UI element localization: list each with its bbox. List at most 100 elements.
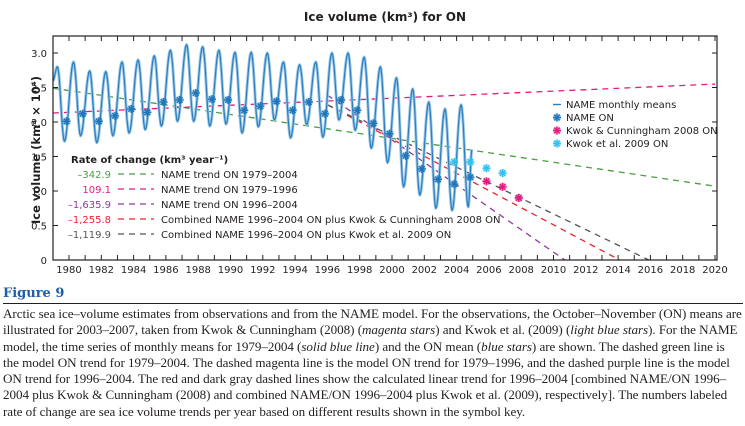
name-on-star (417, 164, 427, 174)
rate-key-entry: –1,635.9 NAME trend ON 1996–2004 (68, 200, 298, 211)
rate-label: Combined NAME 1996–2004 ON plus Kwok & C… (161, 215, 501, 226)
y-tick-label: 3.0 (31, 49, 47, 60)
figure-caption: Arctic sea ice–volume estimates from obs… (3, 306, 743, 420)
rate-value: –1,635.9 (68, 200, 111, 211)
y-tick-label: 2.5 (31, 84, 47, 95)
y-tick-label: 1.0 (31, 187, 47, 198)
plot-frame (52, 35, 718, 261)
x-tick-label: 2010 (541, 265, 566, 276)
legend-label: Kwok et al. 2009 ON (566, 139, 668, 150)
name-on-star (240, 106, 249, 115)
caption-emphasis: solid blue line (301, 338, 375, 354)
rate-value: –342.9 (77, 170, 111, 181)
name-on-star (272, 97, 281, 106)
legend-label: NAME ON (566, 113, 614, 124)
caption-emphasis: blue stars (481, 338, 532, 354)
name-on-star (401, 151, 410, 161)
chart-title: Ice volume (km³) for ON (304, 10, 466, 24)
legend-label: NAME monthly means (566, 100, 676, 111)
y-tick-label: 0 (41, 256, 47, 267)
rate-label: NAME trend ON 1979–1996 (161, 185, 298, 196)
x-tick-label: 1982 (89, 265, 114, 276)
x-tick-label: 1998 (347, 265, 372, 276)
legend-entry: Kwok et al. 2009 ON (552, 139, 668, 150)
x-tick-label: 1990 (218, 265, 243, 276)
name-on-star (143, 108, 152, 117)
name-on-star (288, 106, 297, 115)
rate-key-entry: –1,255.8 Combined NAME 1996–2004 ON plus … (68, 215, 501, 226)
name-on-star (94, 117, 104, 126)
name-on-star (191, 88, 200, 98)
name-on-star (304, 97, 314, 107)
name-on-star (320, 109, 330, 118)
x-tick-label: 2006 (476, 265, 501, 276)
x-tick-label: 1988 (185, 265, 210, 276)
caption-text: ) and Kwok et al. (2009) ( (435, 322, 571, 338)
kwok-cunningham-2008-star (498, 182, 507, 192)
name-on-star (126, 104, 136, 114)
rate-value: –1,255.8 (68, 215, 111, 226)
x-tick-label: 2002 (412, 265, 437, 276)
name-on-star (256, 101, 265, 111)
name-on-star (62, 117, 71, 126)
kwok-2009-star (466, 157, 475, 167)
caption-text: ) are shown. The dashed green line is th… (3, 338, 730, 419)
ice-volume-chart: Ice volume (km³) for ON Ice volume (km³ … (29, 10, 728, 276)
rate-label: NAME trend ON 1979–2004 (161, 170, 298, 181)
name-on-star (466, 173, 475, 182)
y-tick-label: 1.5 (31, 153, 47, 164)
x-tick-label: 2018 (670, 265, 695, 276)
y-tick-label: 2.0 (31, 118, 47, 129)
trend-line (327, 94, 566, 260)
x-tick-label: 2008 (508, 265, 533, 276)
rate-key-entry: –342.9 NAME trend ON 1979–2004 (77, 170, 297, 181)
figure-caption-block: Figure 9 Arctic sea ice–volume estimates… (3, 286, 743, 420)
trend-line (327, 104, 621, 260)
name-on-star (336, 95, 346, 105)
rate-value: –1,119.9 (68, 230, 111, 241)
y-tick-label: 0.5 (31, 222, 47, 233)
x-tick-label: 2004 (444, 265, 469, 276)
x-tick-label: 2016 (638, 265, 663, 276)
name-on-star (159, 97, 168, 107)
legend-entry: Kwok & Cunningham 2008 ON (552, 126, 718, 137)
legend-star-swatch (552, 139, 562, 148)
legend: NAME monthly means NAME ON Kwok & Cunningh… (552, 100, 718, 150)
name-on-star (433, 175, 443, 184)
rate-of-change-key: Rate of change (km³ year⁻¹) –342.9 NAME tr… (68, 155, 501, 241)
figure-label: Figure 9 (3, 286, 65, 301)
rate-value: 109.1 (82, 185, 111, 196)
name-on-star (353, 106, 362, 115)
monthly-means-line (52, 44, 473, 211)
caption-emphasis: magenta stars (362, 322, 436, 338)
legend-label: Kwok & Cunningham 2008 ON (566, 126, 718, 137)
name-on-star (369, 119, 378, 128)
axes: 1980 1982 1984 1986 1988 1990 1992 1994 1996 1998… (31, 36, 728, 276)
caption-text: Arctic sea ice–volume estimates from obs… (3, 306, 742, 338)
x-tick-label: 1994 (282, 265, 307, 276)
kwok-cunningham-2008-star (514, 193, 523, 203)
name-on-star (449, 179, 459, 189)
caption-emphasis: light blue stars (570, 322, 649, 338)
y-axis-label: Ice volume (km³ × 10⁴) (29, 76, 43, 224)
legend-star-swatch (552, 126, 562, 135)
rate-key-title: Rate of change (km³ year⁻¹) (71, 155, 228, 166)
x-tick-label: 2020 (702, 265, 727, 276)
rate-key-entry: –1,119.9 Combined NAME 1996–2004 ON plus … (68, 230, 451, 241)
kwok-2009-star (449, 157, 459, 167)
name-on-star (110, 111, 120, 120)
name-on-star (78, 109, 87, 118)
kwok-2009-star (482, 164, 491, 173)
x-tick-label: 1980 (56, 265, 81, 276)
x-tick-label: 2012 (573, 265, 598, 276)
name-on-star (175, 95, 184, 105)
x-tick-label: 2000 (379, 265, 404, 276)
rate-key-entry: 109.1 NAME trend ON 1979–1996 (82, 185, 297, 196)
caption-divider (3, 303, 743, 304)
legend-entry: NAME ON (552, 113, 614, 124)
x-tick-label: 1984 (121, 265, 146, 276)
x-tick-label: 2014 (605, 265, 630, 276)
name-on-star (385, 129, 394, 138)
rate-label: Combined NAME 1996–2004 ON plus Kwok et … (161, 230, 451, 241)
legend-entry: NAME monthly means (553, 100, 676, 111)
